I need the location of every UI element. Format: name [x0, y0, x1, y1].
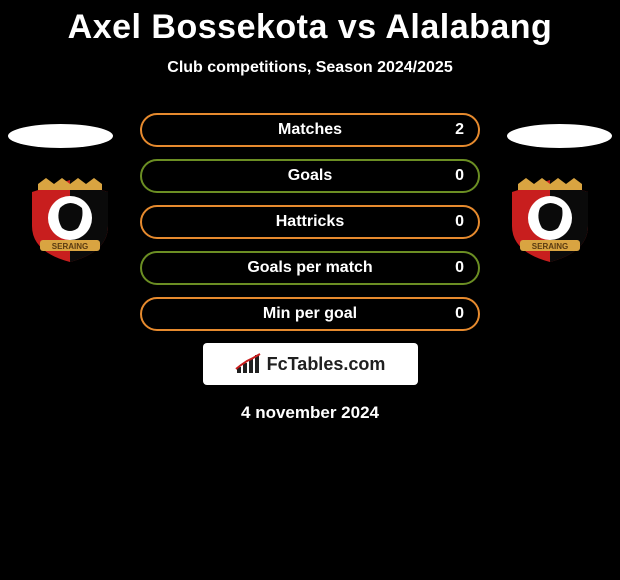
subtitle: Club competitions, Season 2024/2025: [0, 59, 620, 77]
stat-label: Goals per match: [247, 259, 372, 277]
stat-value: 0: [455, 305, 464, 323]
stat-label: Hattricks: [276, 213, 344, 231]
brand-text: FcTables.com: [267, 354, 386, 375]
shield-icon: SERAING: [500, 178, 600, 264]
svg-text:SERAING: SERAING: [532, 242, 568, 251]
stat-value: 2: [455, 121, 464, 139]
stat-label: Matches: [278, 121, 342, 139]
chart-icon: [235, 353, 263, 375]
stat-label: Goals: [288, 167, 332, 185]
stat-row-hattricks: Hattricks 0: [140, 205, 480, 239]
stat-value: 0: [455, 259, 464, 277]
date-text: 4 november 2024: [0, 403, 620, 423]
team-badge-right: SERAING: [500, 178, 600, 264]
player-ellipse-right: [507, 124, 612, 148]
stat-row-matches: Matches 2: [140, 113, 480, 147]
stat-value: 0: [455, 213, 464, 231]
svg-text:SERAING: SERAING: [52, 242, 88, 251]
page-title: Axel Bossekota vs Alalabang: [0, 0, 620, 47]
team-badge-left: SERAING: [20, 178, 120, 264]
stat-row-min-per-goal: Min per goal 0: [140, 297, 480, 331]
shield-icon: SERAING: [20, 178, 120, 264]
player-ellipse-left: [8, 124, 113, 148]
stat-row-goals: Goals 0: [140, 159, 480, 193]
brand-box: FcTables.com: [203, 343, 418, 385]
stat-value: 0: [455, 167, 464, 185]
stat-row-goals-per-match: Goals per match 0: [140, 251, 480, 285]
stat-label: Min per goal: [263, 305, 357, 323]
